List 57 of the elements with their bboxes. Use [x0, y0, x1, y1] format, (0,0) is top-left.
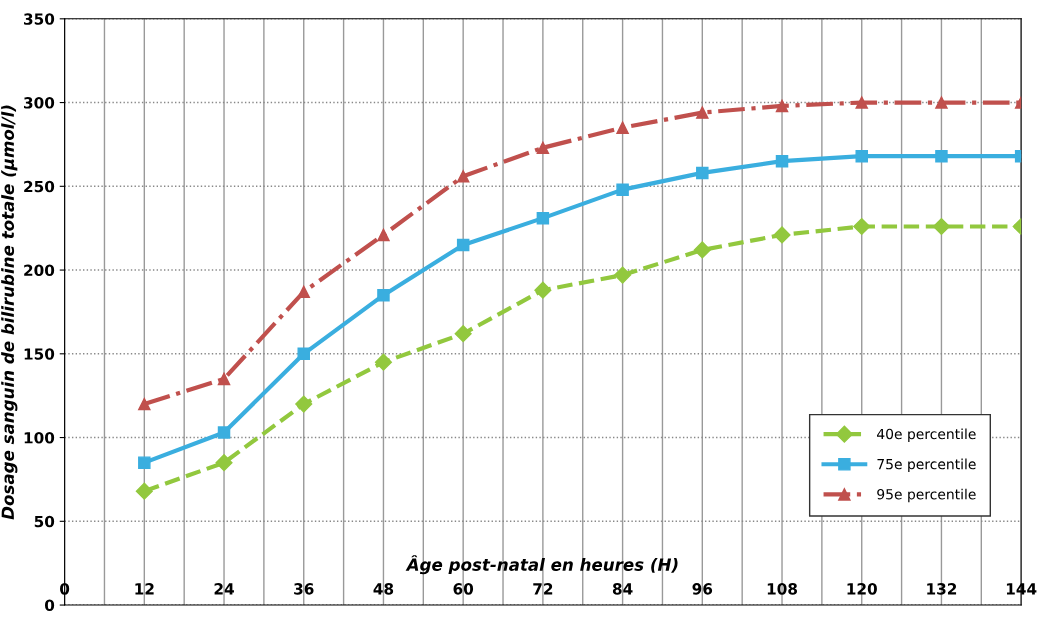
- point: [374, 353, 393, 371]
- point: [217, 426, 231, 439]
- point: [534, 281, 552, 299]
- point: [773, 226, 791, 244]
- legend-label: 95e percentile: [877, 488, 976, 503]
- point: [135, 482, 153, 500]
- x-tick-label: 36: [294, 583, 314, 595]
- x-axis-title: Âge post-natal en heures (H): [405, 555, 678, 575]
- x-tick-label: 24: [214, 583, 234, 595]
- point: [377, 288, 390, 302]
- y-tick-label: 250: [24, 180, 55, 193]
- point: [536, 211, 550, 225]
- point: [616, 183, 629, 196]
- point: [456, 170, 470, 183]
- point: [932, 217, 950, 236]
- y-axis-title: Dosage sanguin de bilirubine totale (µmol/l): [1, 105, 18, 520]
- x-tick-label: 48: [373, 583, 394, 595]
- point: [138, 397, 151, 411]
- y-tick-label: 200: [24, 264, 55, 277]
- point: [696, 166, 709, 180]
- x-tick-label: 12: [135, 583, 154, 595]
- point: [297, 347, 310, 361]
- x-tick-label: 108: [767, 583, 798, 595]
- x-tick-label: 96: [692, 583, 713, 595]
- y-tick-label: 0: [44, 599, 55, 612]
- y-tick-label: 350: [24, 13, 55, 25]
- x-tick-label: 72: [533, 583, 553, 595]
- point: [853, 217, 871, 236]
- point: [775, 154, 789, 168]
- point: [693, 241, 711, 259]
- point: [696, 106, 709, 119]
- point: [536, 141, 550, 155]
- point: [775, 99, 789, 113]
- point: [935, 96, 948, 109]
- y-tick-label: 150: [24, 348, 55, 360]
- y-tick-label: 300: [24, 97, 55, 109]
- point: [454, 325, 472, 343]
- point: [456, 238, 470, 252]
- x-tick-label: 60: [453, 583, 474, 595]
- y-tick-label: 50: [34, 515, 55, 528]
- x-tick-label: 132: [927, 583, 957, 595]
- point: [614, 266, 632, 284]
- point: [935, 149, 948, 163]
- legend-label: 75e percentile: [877, 458, 976, 473]
- point: [616, 121, 629, 134]
- x-tick-label: 84: [612, 583, 633, 595]
- legend-label: 40e percentile: [877, 428, 976, 442]
- point: [215, 454, 233, 472]
- point: [295, 395, 313, 413]
- point: [217, 372, 231, 386]
- x-tick-label: 120: [847, 583, 877, 595]
- point: [855, 149, 868, 163]
- point: [377, 228, 390, 242]
- point: [855, 96, 868, 109]
- point: [297, 285, 310, 299]
- y-tick-label: 100: [24, 432, 55, 444]
- point: [138, 456, 151, 469]
